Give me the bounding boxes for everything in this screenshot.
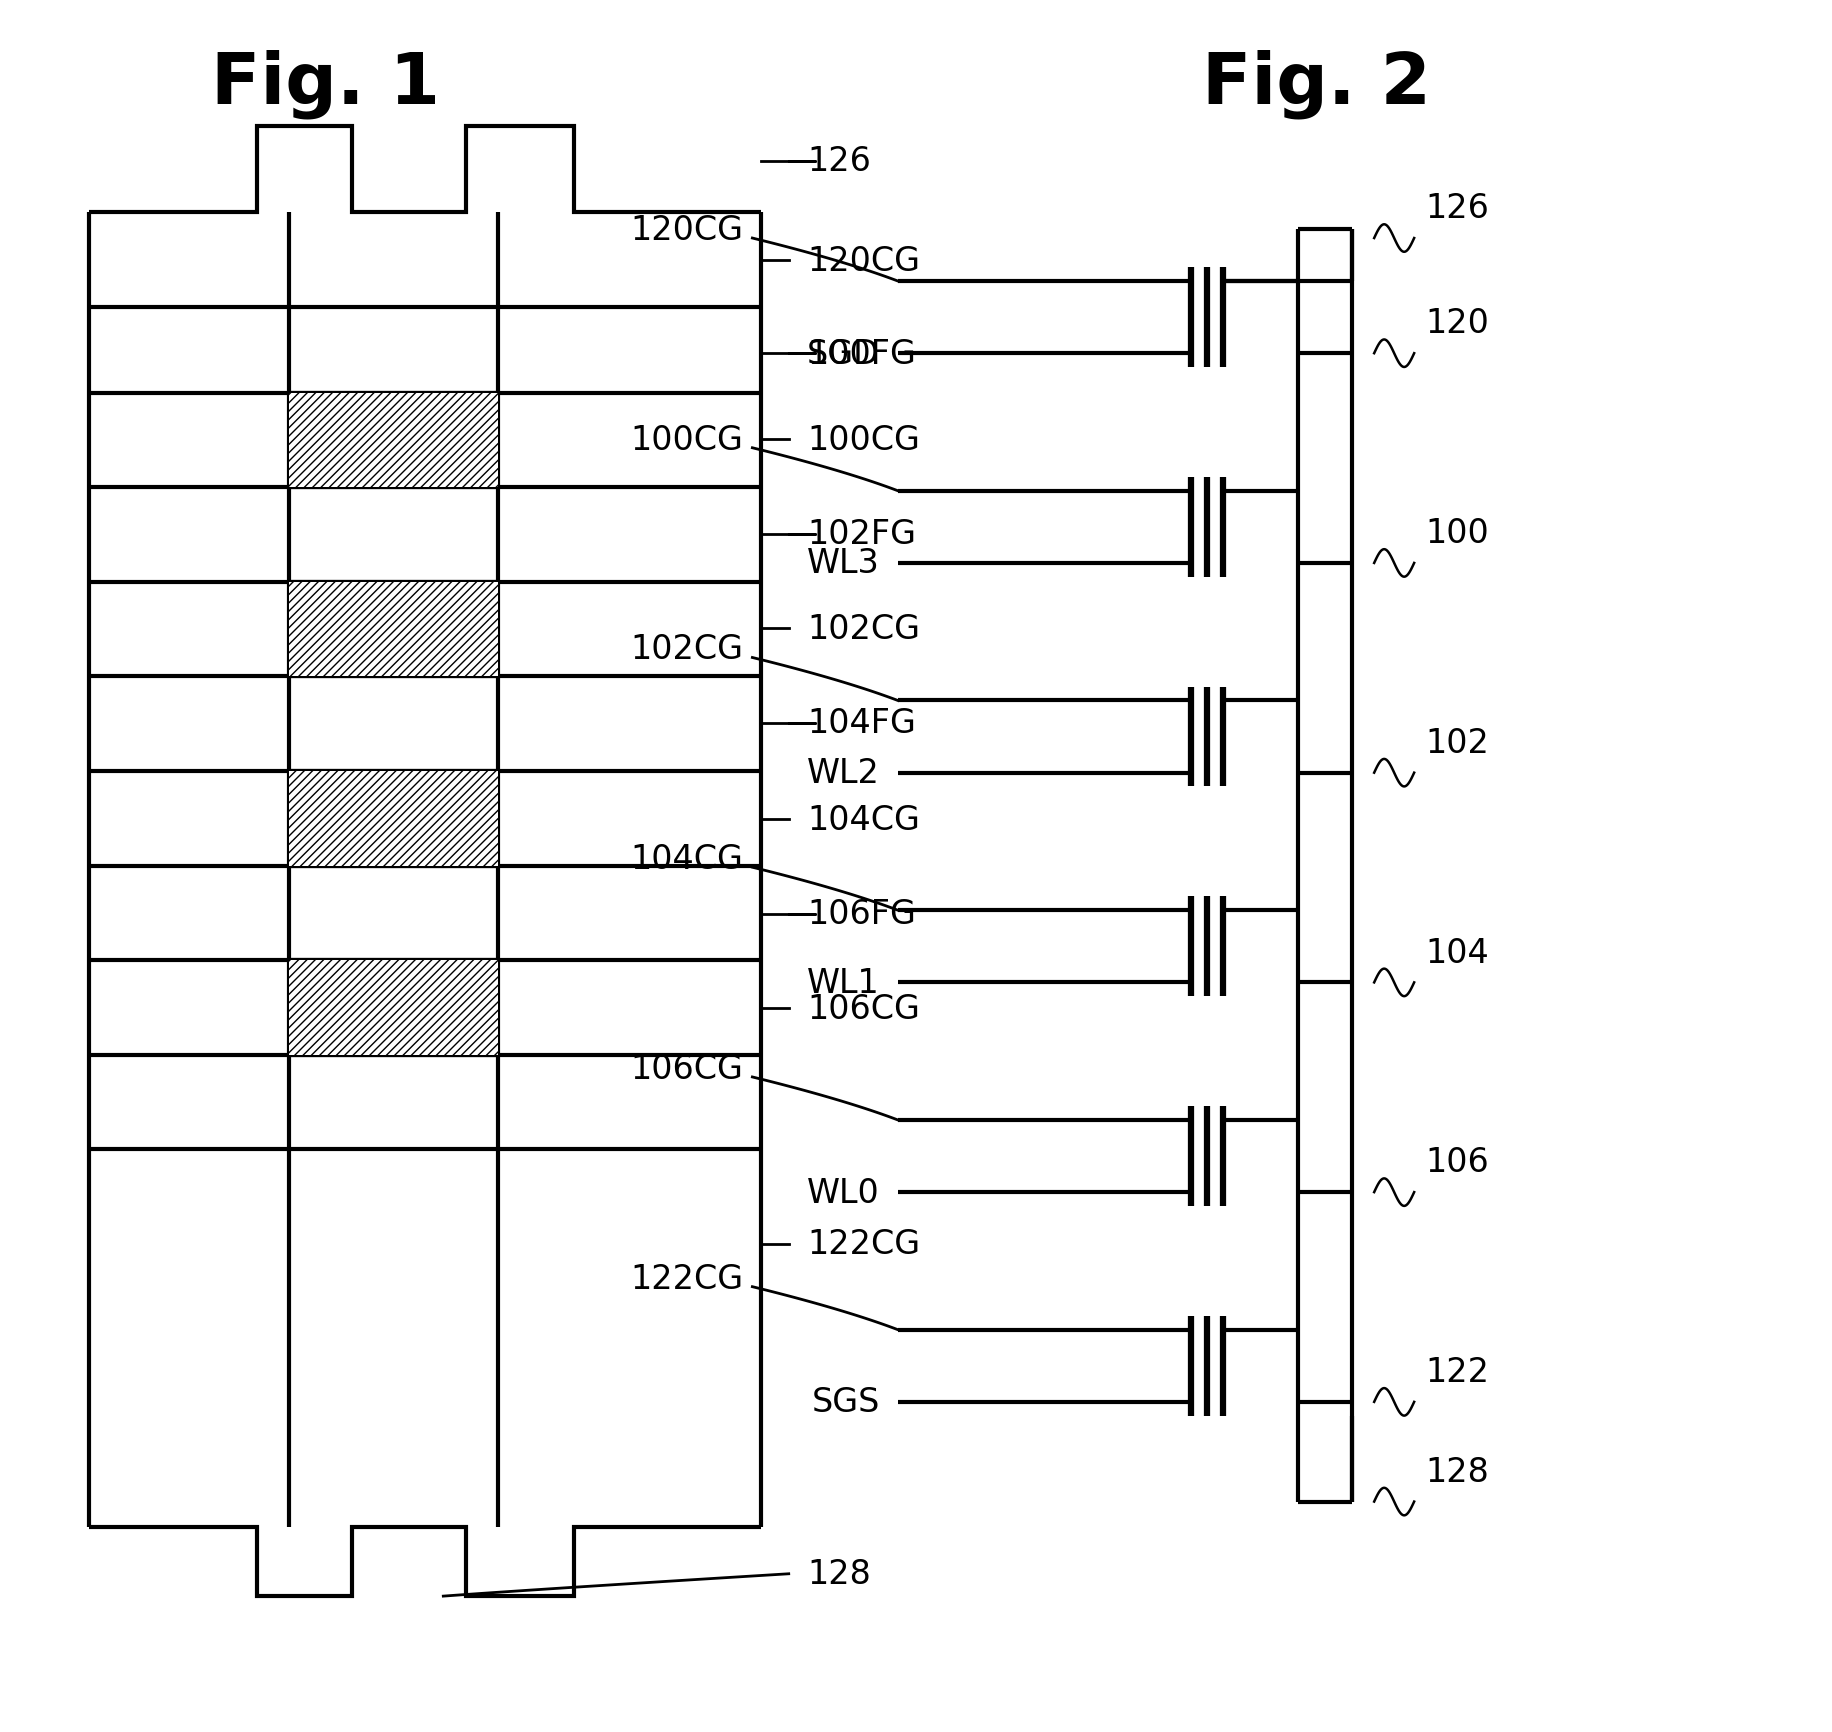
Text: 104CG: 104CG <box>806 804 920 837</box>
Text: 102: 102 <box>1425 726 1489 759</box>
Bar <box>289 961 498 1055</box>
Text: WL0: WL0 <box>806 1176 879 1209</box>
Text: 106CG: 106CG <box>630 1053 744 1086</box>
Text: 102CG: 102CG <box>630 632 744 667</box>
Text: 106: 106 <box>1425 1145 1489 1179</box>
Text: 106FG: 106FG <box>806 897 916 930</box>
Text: 104FG: 104FG <box>806 707 916 740</box>
Text: 128: 128 <box>1425 1455 1489 1488</box>
Text: 122: 122 <box>1425 1356 1489 1389</box>
Text: 106CG: 106CG <box>806 992 920 1025</box>
Text: WL1: WL1 <box>806 966 879 999</box>
Text: 100: 100 <box>1425 516 1489 549</box>
Text: 122CG: 122CG <box>806 1228 920 1261</box>
Text: 100CG: 100CG <box>806 423 920 457</box>
Text: SGD: SGD <box>806 338 879 371</box>
Text: 120CG: 120CG <box>630 213 744 246</box>
Text: 102FG: 102FG <box>806 518 916 551</box>
Text: Fig. 1: Fig. 1 <box>211 50 440 120</box>
Text: 100CG: 100CG <box>630 423 744 457</box>
Bar <box>289 393 498 488</box>
Text: Fig. 2: Fig. 2 <box>1202 50 1431 120</box>
Text: 100FG: 100FG <box>806 338 916 371</box>
Text: 120CG: 120CG <box>806 244 920 277</box>
Text: 126: 126 <box>1425 192 1489 225</box>
Text: 122CG: 122CG <box>630 1263 744 1296</box>
Text: 104CG: 104CG <box>630 843 744 876</box>
Text: WL3: WL3 <box>806 547 879 580</box>
Text: 102CG: 102CG <box>806 613 920 646</box>
Text: 128: 128 <box>806 1557 870 1590</box>
Text: WL2: WL2 <box>806 757 879 790</box>
Bar <box>289 771 498 866</box>
Text: 120: 120 <box>1425 307 1489 339</box>
Bar <box>289 582 498 677</box>
Text: 126: 126 <box>806 145 870 178</box>
Text: 104: 104 <box>1425 935 1489 970</box>
Text: SGS: SGS <box>812 1386 879 1419</box>
